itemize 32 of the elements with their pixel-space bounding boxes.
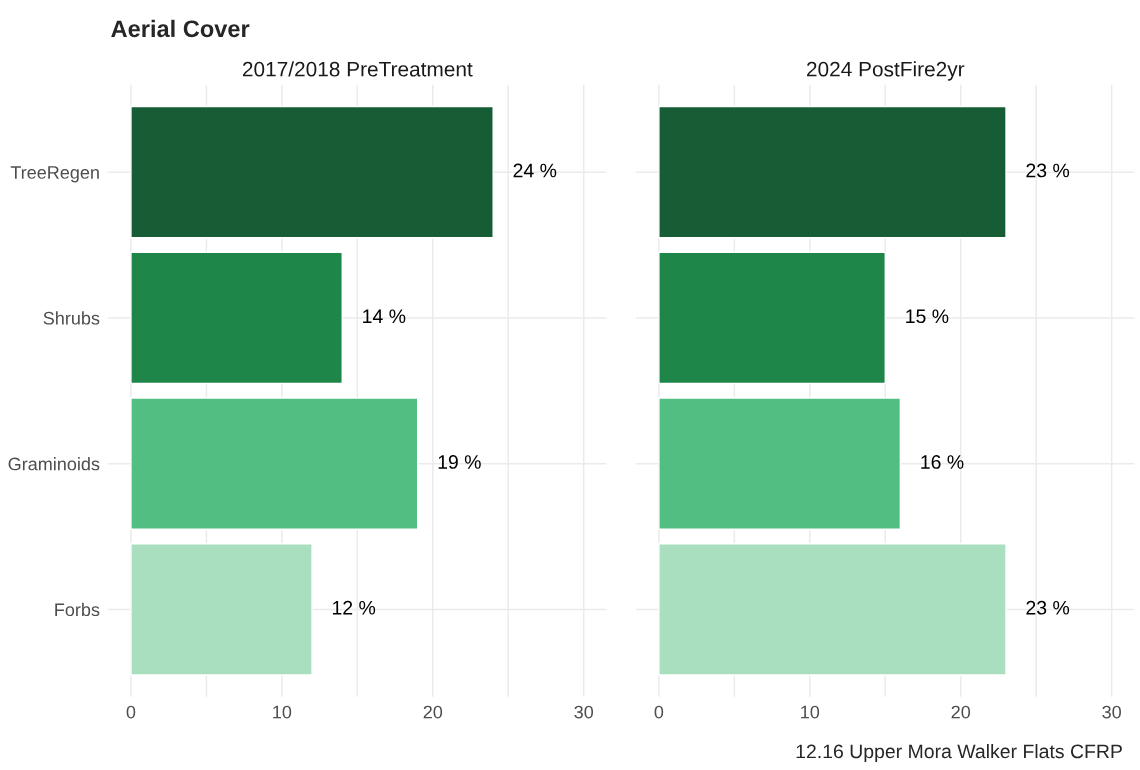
bar bbox=[130, 397, 419, 530]
bar bbox=[658, 105, 1007, 239]
y-tick-label: TreeRegen bbox=[10, 166, 99, 183]
text: 12.16 Upper Mora Walker Flats CFRP bbox=[796, 744, 1122, 763]
text: Aerial Cover bbox=[111, 19, 250, 38]
data-label: 19 % bbox=[438, 455, 481, 469]
bar bbox=[658, 543, 1007, 676]
data-label: 23 % bbox=[1026, 163, 1070, 178]
y-tick-label: Shrubs bbox=[43, 311, 100, 325]
x-tick-label: 10 bbox=[801, 705, 820, 719]
x-tick-label: 30 bbox=[574, 705, 594, 719]
data-label: 15 % bbox=[906, 309, 949, 324]
x-tick-label: 10 bbox=[273, 705, 292, 719]
x-tick-label: 20 bbox=[423, 705, 443, 719]
data-label: 24 % bbox=[513, 163, 557, 178]
x-tick-label: 0 bbox=[654, 705, 664, 719]
bar bbox=[658, 251, 886, 385]
data-label: 16 % bbox=[921, 455, 964, 469]
bar bbox=[658, 397, 902, 530]
x-tick-label: 30 bbox=[1102, 705, 1121, 719]
bar bbox=[130, 105, 494, 239]
x-tick-label: 20 bbox=[951, 705, 971, 719]
data-label: 14 % bbox=[363, 309, 406, 324]
chart-title: 2024 PostFire2yr bbox=[807, 61, 965, 81]
y-tick-label: Forbs bbox=[55, 602, 100, 617]
bar bbox=[130, 251, 343, 385]
bar bbox=[130, 543, 313, 676]
data-label: 23 % bbox=[1026, 600, 1070, 615]
y-tick-label: Graminoids bbox=[8, 457, 100, 471]
chart-title: 2017/2018 PreTreatment bbox=[242, 61, 473, 77]
data-label: 12 % bbox=[332, 600, 376, 615]
x-tick-label: 0 bbox=[126, 705, 136, 719]
